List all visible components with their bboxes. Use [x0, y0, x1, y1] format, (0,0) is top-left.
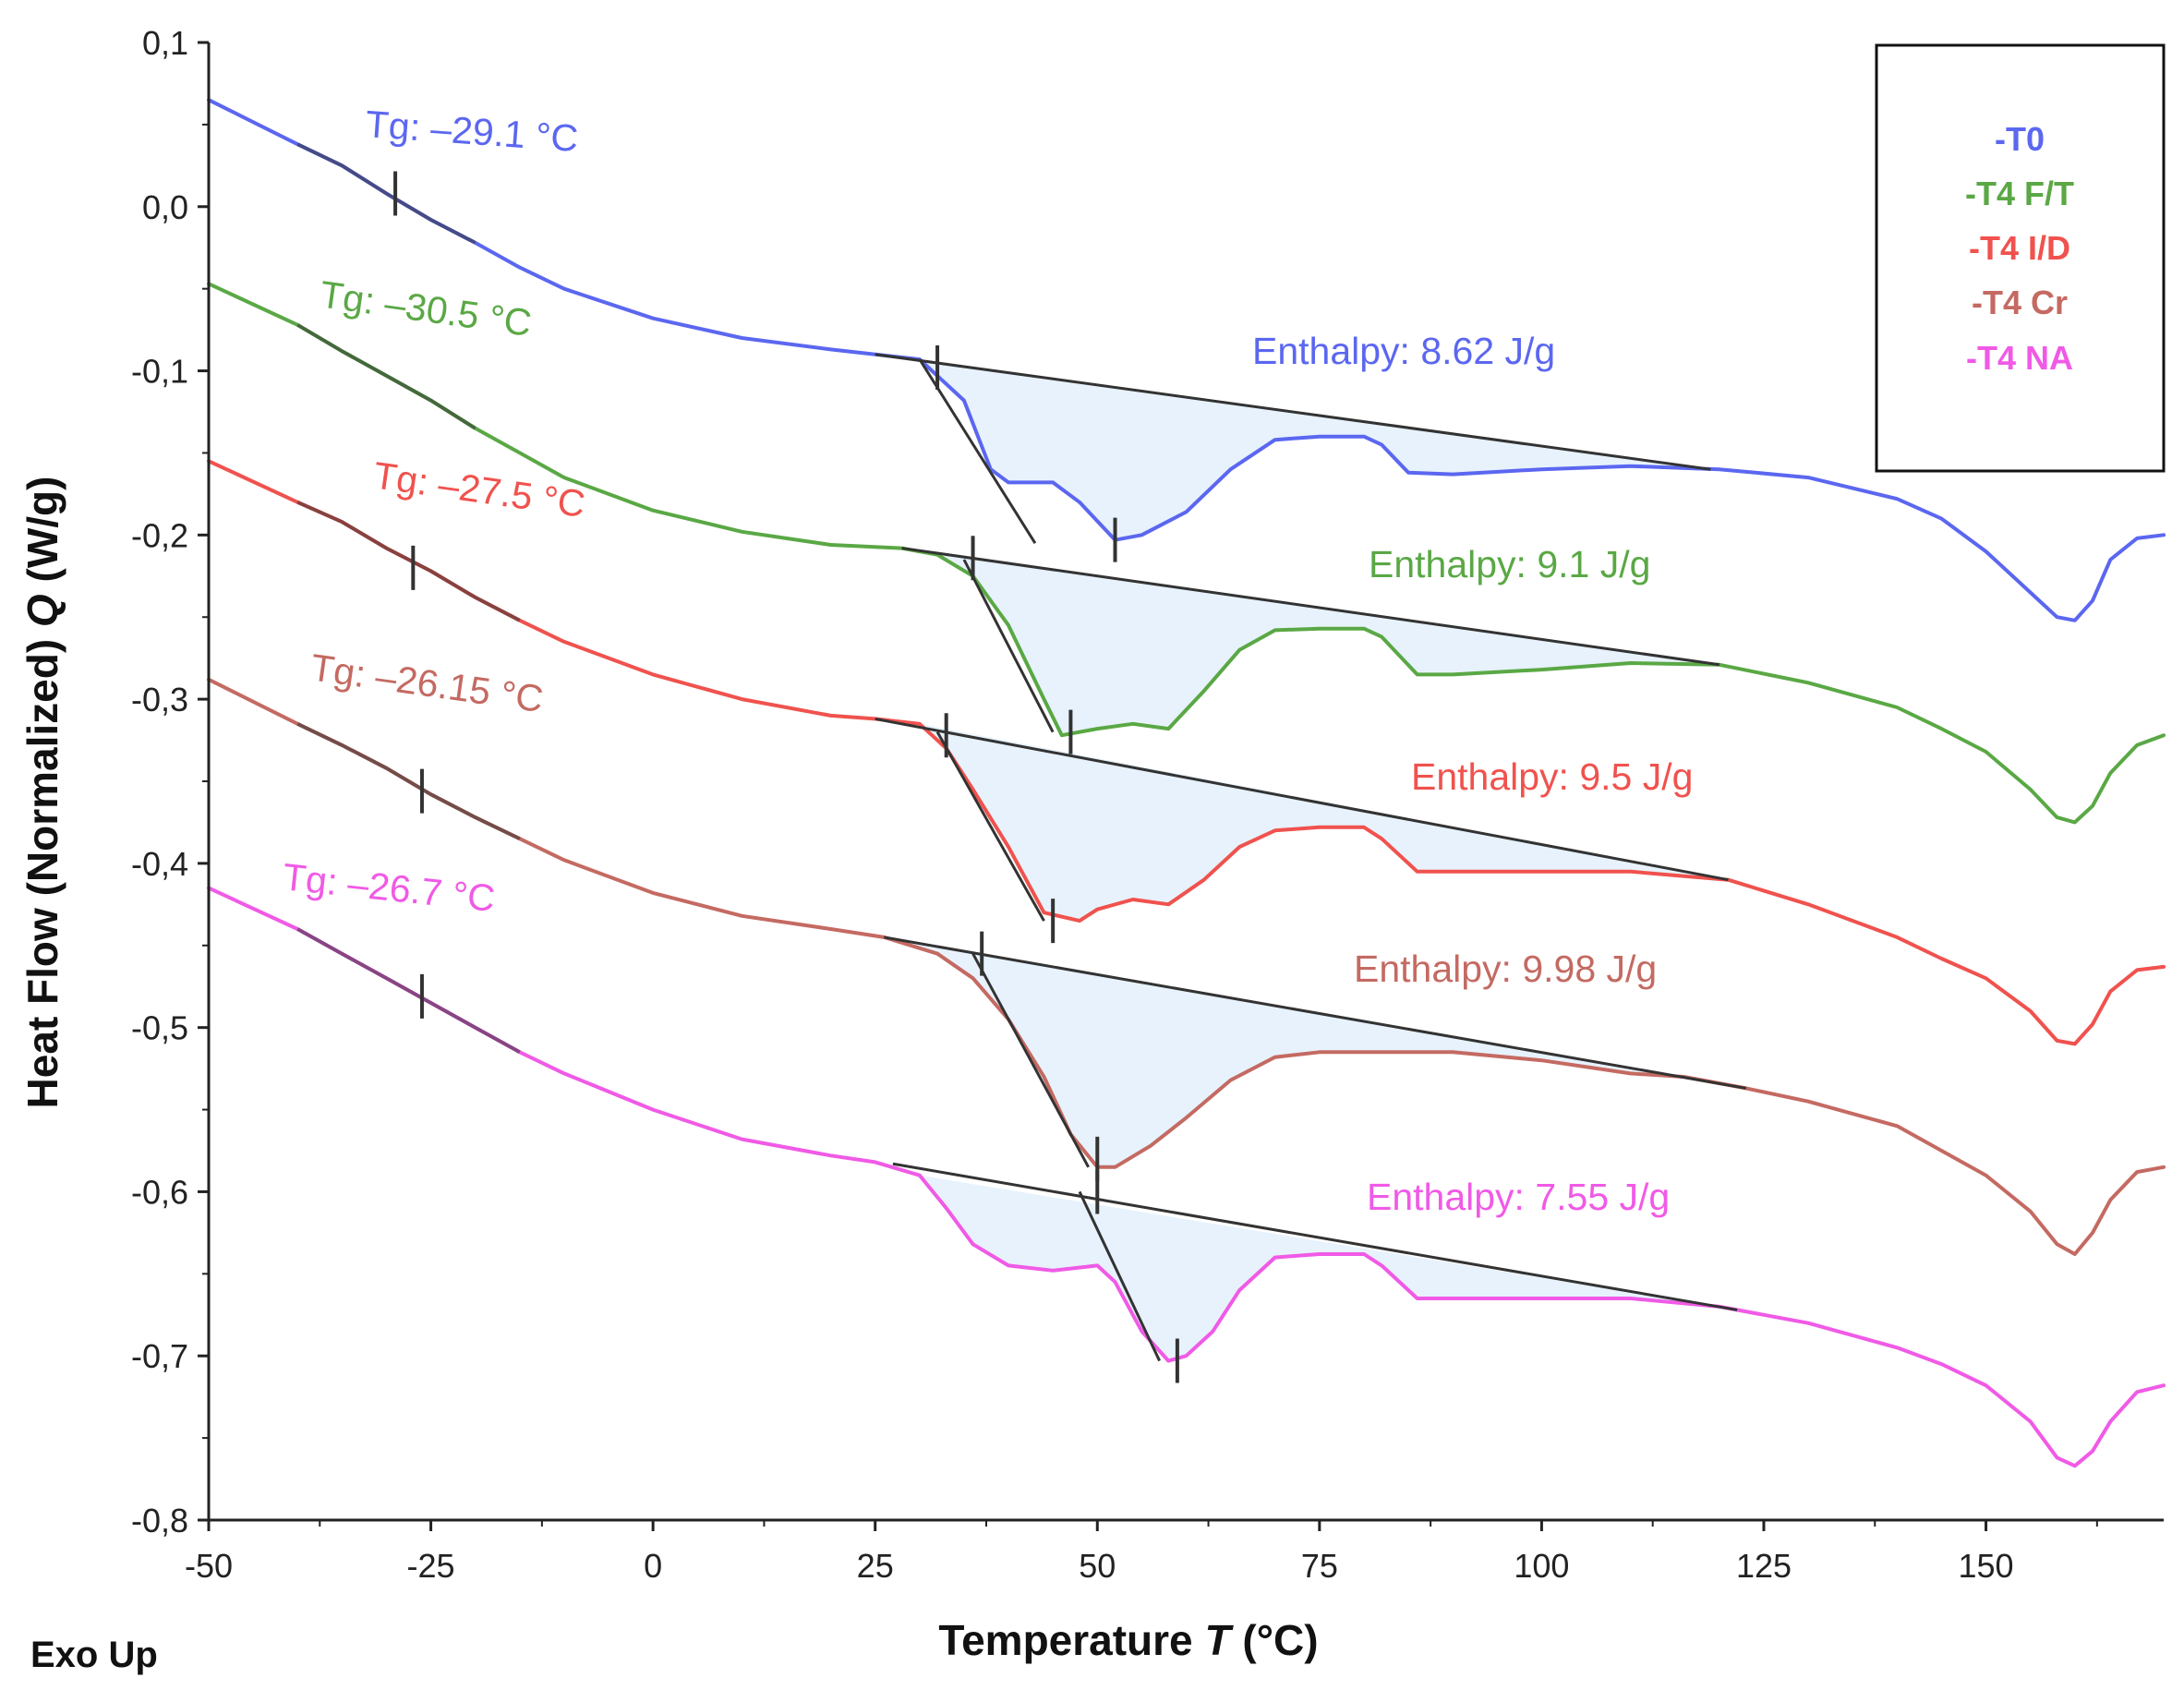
y-tick-label: -0,7	[131, 1337, 188, 1375]
series-4-baseline	[884, 935, 1746, 1090]
legend-entry-1: -T0	[1995, 120, 2045, 158]
x-tick-label: -25	[407, 1547, 455, 1585]
y-axis-title-variable: Q	[18, 594, 66, 627]
series-2-onset-tangent	[962, 559, 1055, 733]
series-5-enthalpy-area	[919, 1175, 1738, 1361]
x-axis-title-unit: (°C)	[1231, 1616, 1319, 1664]
y-tick-label: -0,4	[131, 845, 188, 883]
series-1-tg-fit	[296, 142, 477, 245]
series-5-baseline	[892, 1162, 1738, 1311]
series-4-onset-tangent	[971, 952, 1090, 1168]
exo-up-label: Exo Up	[30, 1635, 158, 1675]
y-axis-title: Heat Flow (Normalized) Q (W/g)	[18, 477, 66, 1109]
legend-entry-5: -T4 NA	[1966, 339, 2073, 377]
series-1-enthalpy-label: Enthalpy: 8.62 J/g	[1252, 330, 1555, 372]
y-tick-label: 0,1	[142, 24, 188, 62]
series-5-curve	[207, 886, 2166, 1468]
series-4-enthalpy-label: Enthalpy: 9.98 J/g	[1354, 948, 1657, 990]
series-3-onset-tangent	[935, 730, 1045, 922]
series-5-onset-tangent	[1078, 1190, 1161, 1362]
series-3-curve	[207, 459, 2166, 1046]
y-tick-label: -0,3	[131, 681, 188, 718]
series-layer	[207, 98, 2166, 1468]
series-2-tg-fit	[296, 323, 477, 430]
series-1-curve	[207, 98, 2166, 622]
series-3-baseline	[875, 717, 1729, 882]
series-5-enthalpy-label: Enthalpy: 7.55 J/g	[1367, 1176, 1670, 1218]
series-3-tg-fit	[296, 500, 521, 622]
legend-entry-4: -T4 Cr	[1972, 284, 2068, 321]
x-axis-title-variable: T	[1204, 1616, 1234, 1664]
y-axis-title-prefix: Heat Flow (Normalized)	[18, 627, 66, 1108]
series-1-baseline	[875, 353, 1711, 471]
legend-box	[1875, 43, 2166, 473]
y-tick-label: -0,5	[131, 1009, 188, 1047]
series-4-tg-fit	[296, 721, 521, 841]
x-tick-label: 150	[1959, 1547, 2014, 1585]
series-1-onset-tangent	[918, 358, 1037, 545]
series-2-baseline	[901, 547, 1720, 667]
x-tick-label: 0	[644, 1547, 662, 1585]
x-tick-label: -50	[185, 1547, 233, 1585]
y-tick-label: -0,2	[131, 516, 188, 554]
series-1-enthalpy-area	[919, 359, 1711, 540]
y-tick-label: -0,8	[131, 1502, 188, 1539]
legend-entry-3: -T4 I/D	[1969, 229, 2070, 267]
legend: -T0 -T4 F/T -T4 I/D -T4 Cr -T4 NA	[1875, 43, 2166, 473]
series-2-enthalpy-area	[919, 551, 1719, 736]
y-tick-label: 0,0	[142, 188, 188, 226]
series-2-curve	[207, 282, 2166, 825]
x-tick-label: 25	[857, 1547, 894, 1585]
axis-layer: -50 -25 0 25 50 75 100 125 150 0,1 0,0 -0,1 -0,2 -0,3…	[131, 24, 2164, 1585]
series-2-enthalpy-label: Enthalpy: 9.1 J/g	[1369, 543, 1650, 585]
x-tick-label: 75	[1301, 1547, 1338, 1585]
x-tick-label: 50	[1079, 1547, 1116, 1585]
x-tick-label: 100	[1514, 1547, 1569, 1585]
x-tick-label: 125	[1736, 1547, 1792, 1585]
x-axis-title-prefix: Temperature	[938, 1616, 1204, 1664]
y-tick-label: -0,6	[131, 1173, 188, 1211]
x-axis-title: Temperature T (°C)	[938, 1616, 1318, 1664]
legend-entry-2: -T4 F/T	[1965, 175, 2074, 212]
y-tick-label: -0,1	[131, 353, 188, 391]
series-3-enthalpy-label: Enthalpy: 9.5 J/g	[1411, 755, 1693, 798]
series-4-curve	[207, 677, 2166, 1256]
y-axis-title-unit: (W/g)	[18, 477, 66, 595]
series-5-tg-fit	[296, 927, 521, 1055]
